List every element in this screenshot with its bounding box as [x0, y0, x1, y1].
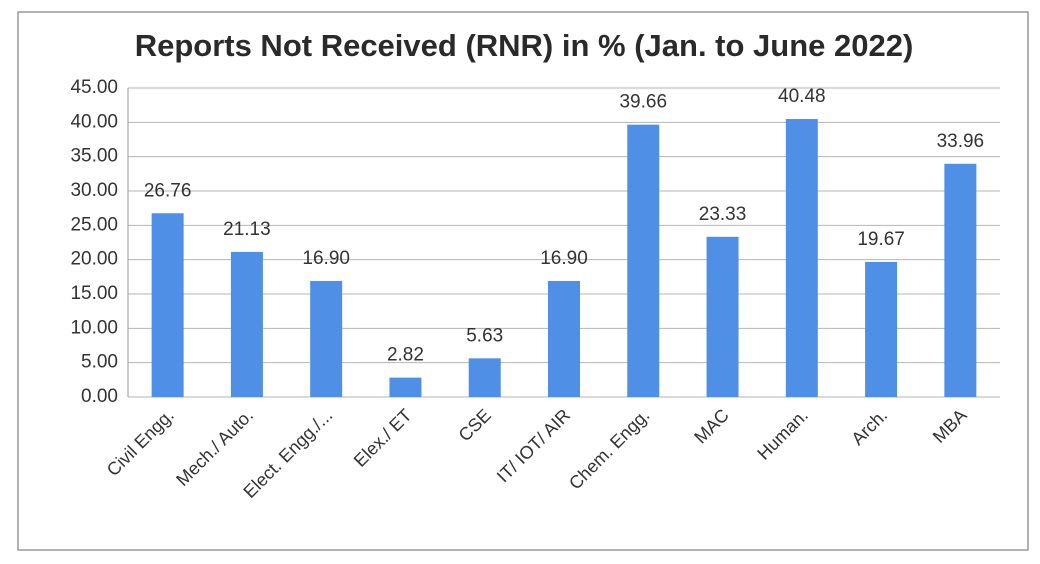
- data-label: 21.13: [223, 219, 271, 240]
- x-tick-label: Chem. Engg.: [565, 405, 653, 493]
- y-tick-label: 15.00: [70, 283, 118, 304]
- y-tick-label: 30.00: [70, 180, 118, 201]
- y-tick-label: 25.00: [70, 214, 118, 235]
- bar: [627, 124, 660, 397]
- data-label: 26.76: [144, 180, 192, 201]
- x-tick-label: IT/ IOT/ AIR: [493, 405, 574, 486]
- bar: [389, 377, 422, 397]
- x-tick-label: MAC: [690, 405, 732, 447]
- bar: [151, 213, 184, 397]
- bar: [865, 261, 898, 397]
- bar: [548, 280, 580, 397]
- data-label: 16.90: [302, 248, 350, 269]
- x-tick-label: Mech./ Auto.: [172, 405, 257, 490]
- data-label: 2.82: [387, 345, 424, 366]
- y-tick-label: 35.00: [70, 146, 118, 167]
- data-label: 16.90: [540, 248, 588, 269]
- x-tick-label: Civil Engg.: [103, 405, 178, 480]
- x-tick-label: Arch.: [847, 405, 891, 449]
- chart-title: Reports Not Received (RNR) in % (Jan. to…: [135, 28, 914, 63]
- x-tick-label: CSE: [455, 405, 495, 445]
- y-tick-label: 40.00: [70, 111, 118, 132]
- bar: [706, 236, 739, 397]
- bar: [310, 280, 343, 397]
- data-label: 40.48: [778, 86, 826, 107]
- bar: [230, 251, 263, 397]
- bar: [468, 358, 501, 397]
- y-tick-label: 20.00: [70, 249, 118, 270]
- data-label: 19.67: [857, 229, 905, 250]
- bar: [944, 163, 977, 397]
- y-tick-label: 0.00: [81, 386, 118, 407]
- data-label: 33.96: [937, 131, 985, 152]
- chart-border: [17, 11, 1029, 551]
- x-tick-label: Elex./ ET: [350, 405, 416, 471]
- y-tick-label: 10.00: [70, 317, 118, 338]
- x-tick-label: MBA: [929, 405, 971, 447]
- y-tick-label: 45.00: [70, 77, 118, 98]
- x-tick-label: Human.: [753, 405, 812, 464]
- bar: [785, 119, 818, 398]
- data-label: 23.33: [699, 204, 747, 225]
- data-label: 5.63: [466, 325, 503, 346]
- data-label: 39.66: [619, 92, 667, 113]
- y-tick-label: 5.00: [81, 352, 118, 373]
